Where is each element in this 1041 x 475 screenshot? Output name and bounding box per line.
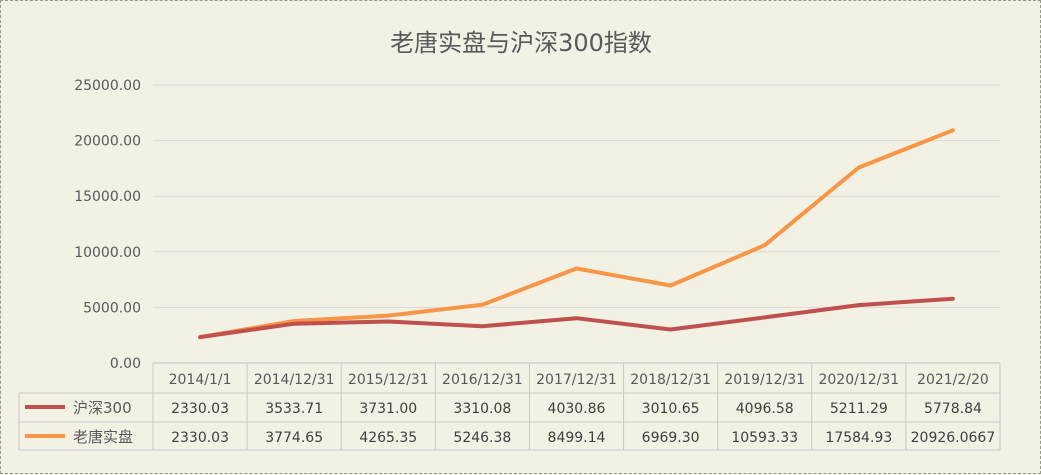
data-table-value: 5778.84: [924, 401, 982, 417]
data-table-value: 3310.08: [453, 401, 511, 417]
y-tick-label: 5000.00: [83, 300, 141, 316]
series-line-laotang: [198, 128, 955, 340]
x-tick-label: 2019/12/31: [724, 372, 805, 388]
y-tick-label: 25000.00: [74, 78, 141, 94]
x-tick-label: 2015/12/31: [348, 372, 429, 388]
data-table-value: 2330.03: [171, 430, 229, 446]
data-table-value: 5211.29: [830, 401, 888, 417]
data-table-value: 3010.65: [642, 401, 700, 417]
data-table-value: 8499.14: [548, 430, 606, 446]
legend-label: 老唐实盘: [73, 428, 133, 446]
data-table-value: 17584.93: [825, 430, 892, 446]
y-tick-label: 0.00: [110, 356, 141, 372]
x-tick-label: 2017/12/31: [536, 372, 617, 388]
data-table-value: 4265.35: [359, 430, 417, 446]
y-tick-label: 15000.00: [74, 189, 141, 205]
data-table-value: 10593.33: [731, 430, 798, 446]
x-tick-label: 2021/2/20: [917, 372, 989, 388]
series-line-hs300: [198, 296, 955, 340]
x-tick-label: 2014/1/1: [169, 372, 232, 388]
x-tick-label: 2016/12/31: [442, 372, 523, 388]
data-table-value: 3533.71: [265, 401, 323, 417]
data-table-value: 3731.00: [359, 401, 417, 417]
series-lines: [198, 128, 955, 340]
y-tick-label: 10000.00: [74, 245, 141, 261]
data-table-value: 3774.65: [265, 430, 323, 446]
legend-label: 沪深300: [73, 399, 132, 417]
data-table-value: 2330.03: [171, 401, 229, 417]
x-tick-label: 2018/12/31: [630, 372, 711, 388]
data-table: 2014/1/1 2014/12/31 2015/12/31 2016/12/31 20…: [18, 362, 1001, 451]
x-tick-label: 2014/12/31: [254, 372, 335, 388]
chart-title: 老唐实盘与沪深300指数: [390, 29, 652, 57]
x-tick-label: 2020/12/31: [818, 372, 899, 388]
data-table-value: 4096.58: [736, 401, 794, 417]
data-table-value: 20926.0667: [911, 430, 996, 446]
y-tick-label: 20000.00: [74, 134, 141, 150]
gridlines: [153, 84, 1000, 308]
data-table-value: 5246.38: [453, 430, 511, 446]
y-axis-ticks: 0.00 5000.00 10000.00 15000.00 20000.00 25000…: [74, 78, 141, 372]
data-table-value: 6969.30: [642, 430, 700, 446]
data-table-value: 4030.86: [548, 401, 606, 417]
